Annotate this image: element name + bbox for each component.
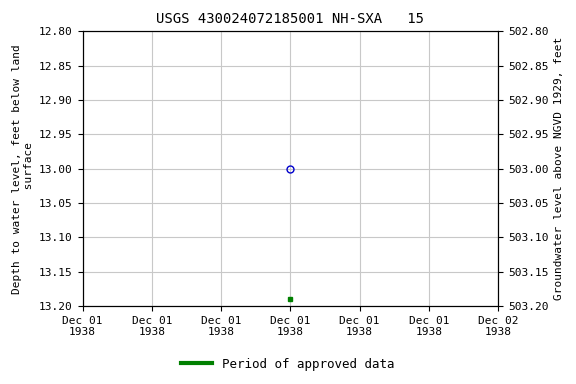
Title: USGS 430024072185001 NH-SXA   15: USGS 430024072185001 NH-SXA 15 bbox=[157, 12, 425, 26]
Y-axis label: Groundwater level above NGVD 1929, feet: Groundwater level above NGVD 1929, feet bbox=[554, 37, 564, 300]
Y-axis label: Depth to water level, feet below land
 surface: Depth to water level, feet below land su… bbox=[12, 44, 33, 294]
Legend: Period of approved data: Period of approved data bbox=[176, 353, 400, 376]
